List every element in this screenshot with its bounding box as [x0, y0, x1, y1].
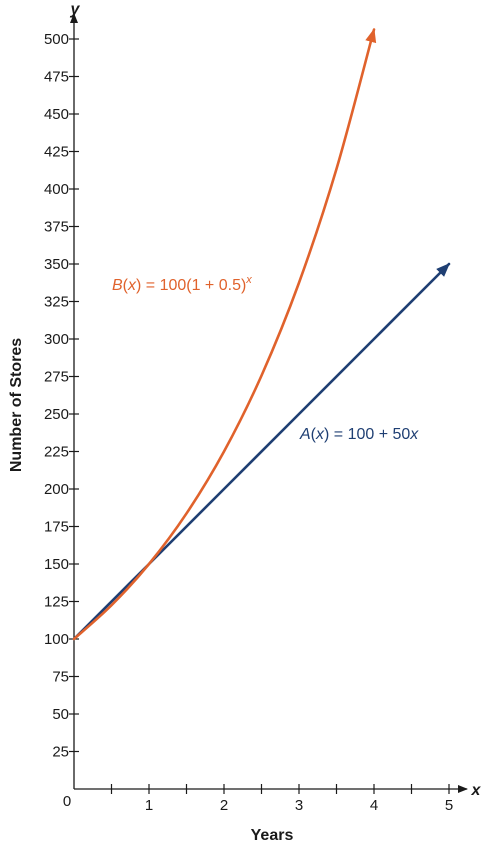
series-line-A	[72, 262, 451, 641]
series-layer: A(x) = 100 + 50x B(x) = 100(1 + 0.5)x	[72, 28, 451, 641]
x-axis-variable: x	[471, 782, 482, 799]
series-label-B: B(x) = 100(1 + 0.5)x	[112, 274, 252, 294]
y-tick-label: 250	[44, 406, 69, 423]
y-tick-label: 175	[44, 519, 69, 536]
y-tick-label: 25	[52, 744, 69, 761]
y-tick-label: 450	[44, 106, 69, 123]
axis-ticks: 2550751001251501752002252502753003253503…	[44, 31, 453, 814]
x-tick-label: 2	[220, 797, 228, 814]
y-axis-variable: y	[70, 1, 81, 18]
series-line-B	[72, 28, 377, 641]
y-tick-label: 50	[52, 706, 69, 723]
y-tick-label: 325	[44, 294, 69, 311]
y-tick-label: 300	[44, 331, 69, 348]
y-tick-label: 375	[44, 219, 69, 236]
y-tick-label: 150	[44, 556, 69, 573]
x-tick-label: 3	[295, 797, 303, 814]
x-axis-title: Years	[251, 827, 294, 844]
y-tick-label: 275	[44, 369, 69, 386]
y-tick-label: 125	[44, 594, 69, 611]
y-tick-label: 475	[44, 69, 69, 86]
y-tick-label: 200	[44, 481, 69, 498]
y-tick-label: 75	[52, 669, 69, 686]
y-tick-label: 500	[44, 31, 69, 48]
y-tick-label: 400	[44, 181, 69, 198]
x-tick-label: 4	[370, 797, 378, 814]
y-tick-label: 225	[44, 444, 69, 461]
y-axis-title: Number of Stores	[8, 338, 25, 472]
y-tick-label: 350	[44, 256, 69, 273]
y-tick-label: 100	[44, 631, 69, 648]
x-tick-label: 1	[145, 797, 153, 814]
x-tick-label: 5	[445, 797, 453, 814]
series-label-A: A(x) = 100 + 50x	[299, 426, 419, 443]
origin-label: 0	[63, 793, 71, 810]
y-tick-label: 425	[44, 144, 69, 161]
